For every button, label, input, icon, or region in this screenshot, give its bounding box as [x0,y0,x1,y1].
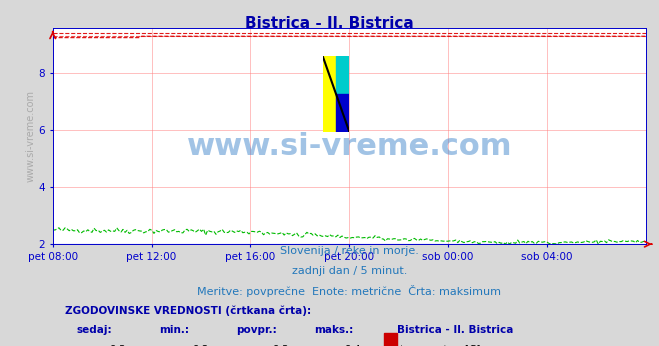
Bar [384,333,397,346]
Text: Slovenija / reke in morje.: Slovenija / reke in morje. [280,246,418,256]
Text: Bistrica - Il. Bistrica: Bistrica - Il. Bistrica [245,16,414,30]
Text: Meritve: povprečne  Enote: metrične  Črta: maksimum: Meritve: povprečne Enote: metrične Črta:… [197,285,501,298]
Text: zadnji dan / 5 minut.: zadnji dan / 5 minut. [291,266,407,276]
Text: 9,3: 9,3 [273,345,289,346]
Text: www.si-vreme.com: www.si-vreme.com [186,132,512,161]
Text: povpr.:: povpr.: [237,325,277,335]
Text: 9,3: 9,3 [109,345,127,346]
Text: min.:: min.: [159,325,190,335]
Text: 9,4: 9,4 [344,345,360,346]
Text: sedaj:: sedaj: [76,325,112,335]
Text: maks.:: maks.: [314,325,353,335]
Text: temperatura[C]: temperatura[C] [399,345,481,346]
Text: 9,2: 9,2 [192,345,210,346]
Y-axis label: www.si-vreme.com: www.si-vreme.com [26,90,36,182]
Text: ZGODOVINSKE VREDNOSTI (črtkana črta):: ZGODOVINSKE VREDNOSTI (črtkana črta): [65,305,310,316]
Text: Bistrica - Il. Bistrica: Bistrica - Il. Bistrica [397,325,513,335]
